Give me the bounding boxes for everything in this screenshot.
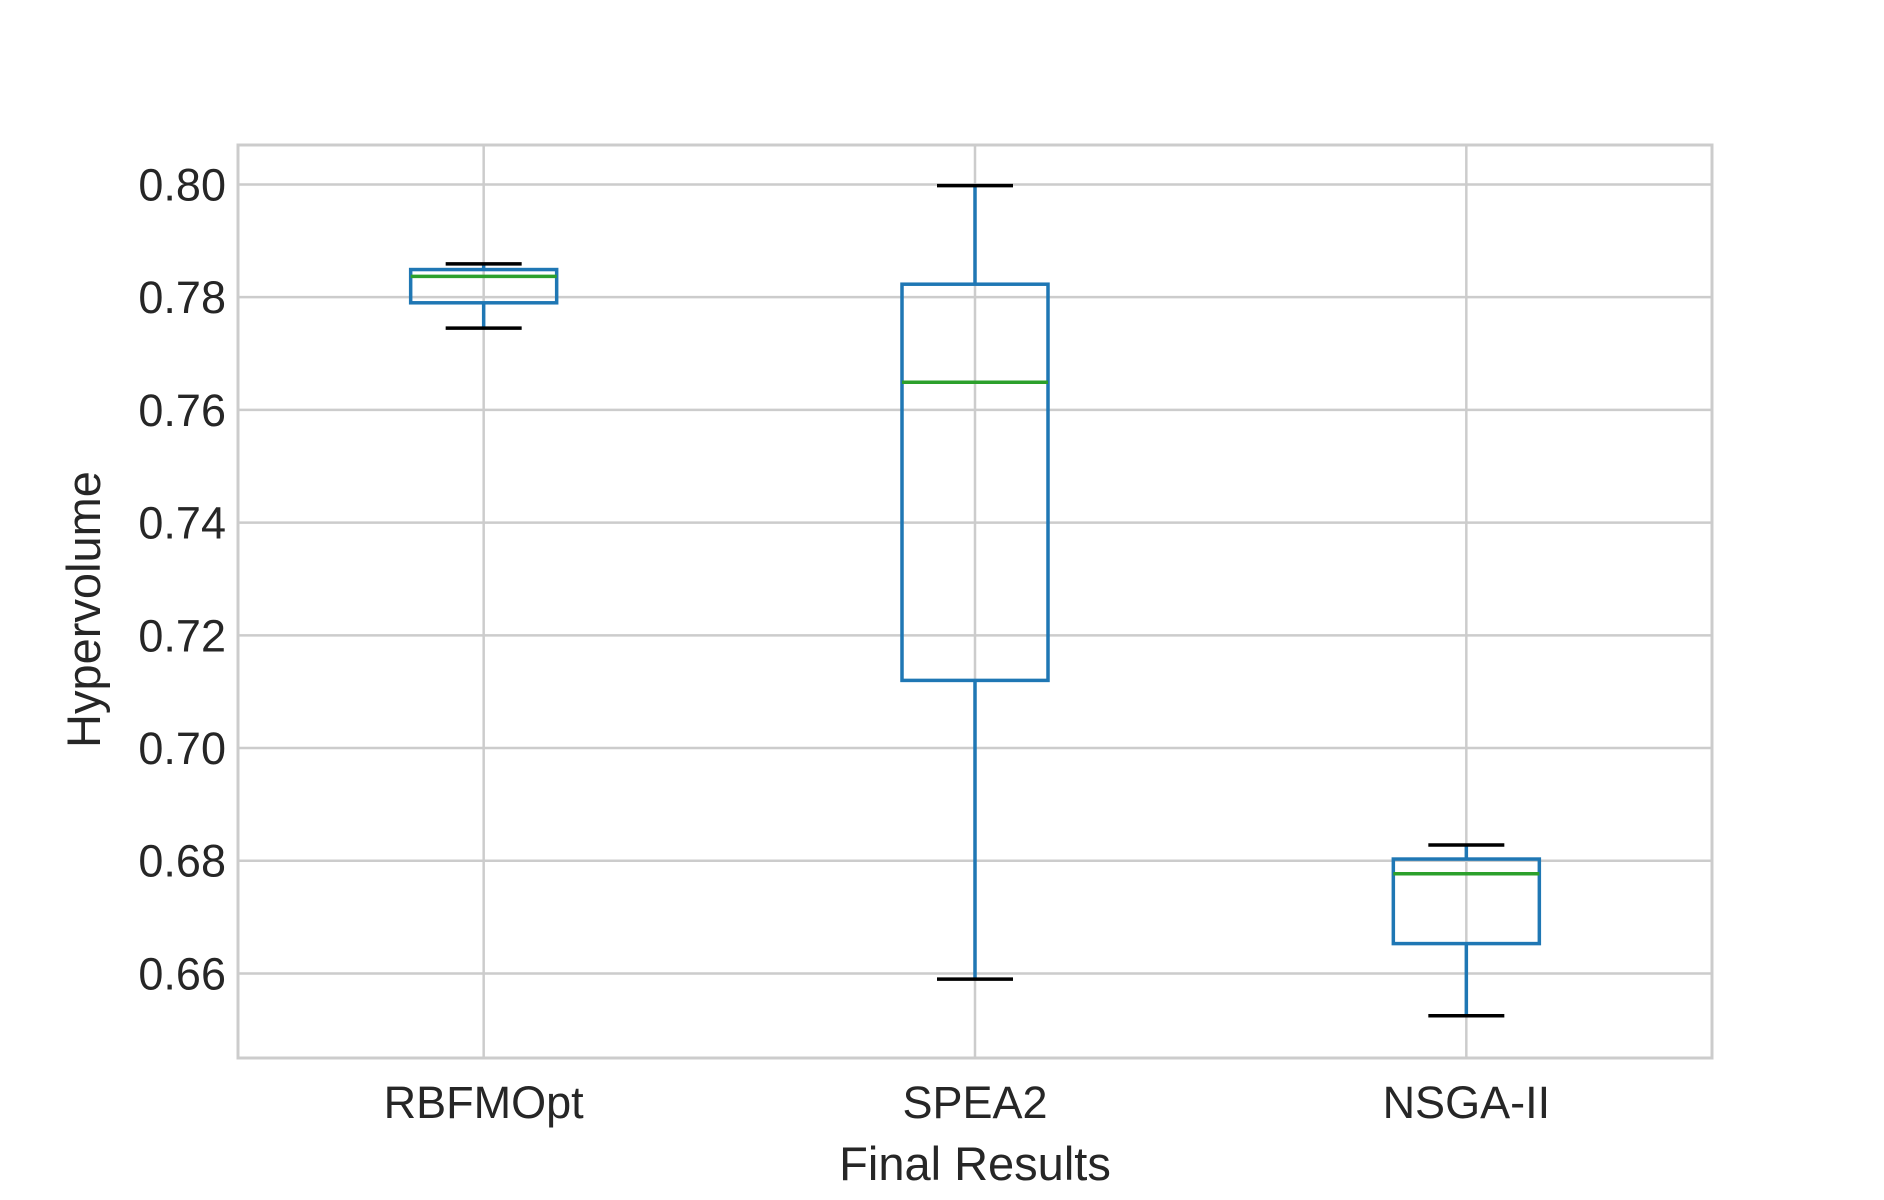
- box-nsga-ii: [1391, 843, 1542, 1018]
- x-axis-label: Final Results: [839, 1137, 1111, 1190]
- x-tick-label: SPEA2: [902, 1077, 1047, 1128]
- y-tick-label: 0.76: [138, 385, 226, 436]
- iqr-box: [408, 267, 559, 305]
- plot-frame: [236, 143, 1714, 1060]
- y-tick-label: 0.68: [138, 836, 226, 887]
- y-tick-label: 0.66: [138, 948, 226, 999]
- box-spea2: [900, 183, 1050, 981]
- box-rbfmopt: [408, 262, 559, 330]
- y-axis-ticks: 0.80 0.78 0.76 0.74 0.72 0.70 0.68 0.66: [138, 159, 226, 999]
- x-axis-ticks: RBFMOpt SPEA2 NSGA-II: [384, 1077, 1550, 1128]
- y-tick-label: 0.74: [138, 498, 226, 549]
- x-tick-label: RBFMOpt: [384, 1077, 585, 1128]
- y-tick-label: 0.70: [138, 723, 226, 774]
- y-tick-label: 0.72: [138, 610, 226, 661]
- y-tick-label: 0.78: [138, 272, 226, 323]
- iqr-box: [1391, 857, 1542, 946]
- y-tick-label: 0.80: [138, 159, 226, 210]
- x-tick-label: NSGA-II: [1383, 1077, 1551, 1128]
- iqr-box: [900, 282, 1050, 683]
- box-series: [408, 183, 1542, 1018]
- y-axis-label: Hypervolume: [57, 471, 110, 748]
